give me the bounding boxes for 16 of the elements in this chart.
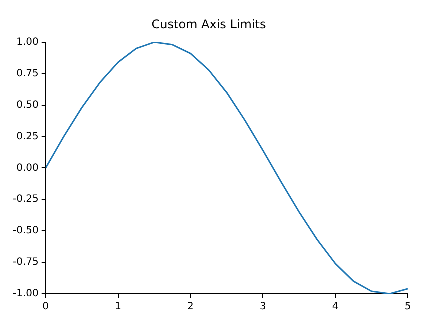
y-tick-label: -1.00	[13, 288, 39, 300]
y-tick-label: 0.25	[16, 131, 39, 142]
x-tick-label: 0	[42, 302, 50, 313]
x-tick-label: 5	[404, 302, 412, 313]
y-tick-label: 0.50	[16, 100, 39, 111]
y-tick-label: -0.25	[13, 194, 39, 206]
y-tick-label: 0.00	[16, 162, 39, 174]
y-tick-label: -0.75	[13, 257, 39, 268]
x-tick-label: 3	[260, 302, 266, 313]
x-tick-label: 4	[332, 302, 339, 313]
y-tick-label: -0.50	[13, 226, 39, 237]
chart-title: Custom Axis Limits	[152, 17, 266, 32]
y-tick-label: 0.75	[16, 68, 39, 80]
x-tick-label: 2	[188, 302, 194, 313]
y-tick-label: 1.00	[16, 36, 39, 48]
x-tick-label: 1	[115, 302, 122, 313]
